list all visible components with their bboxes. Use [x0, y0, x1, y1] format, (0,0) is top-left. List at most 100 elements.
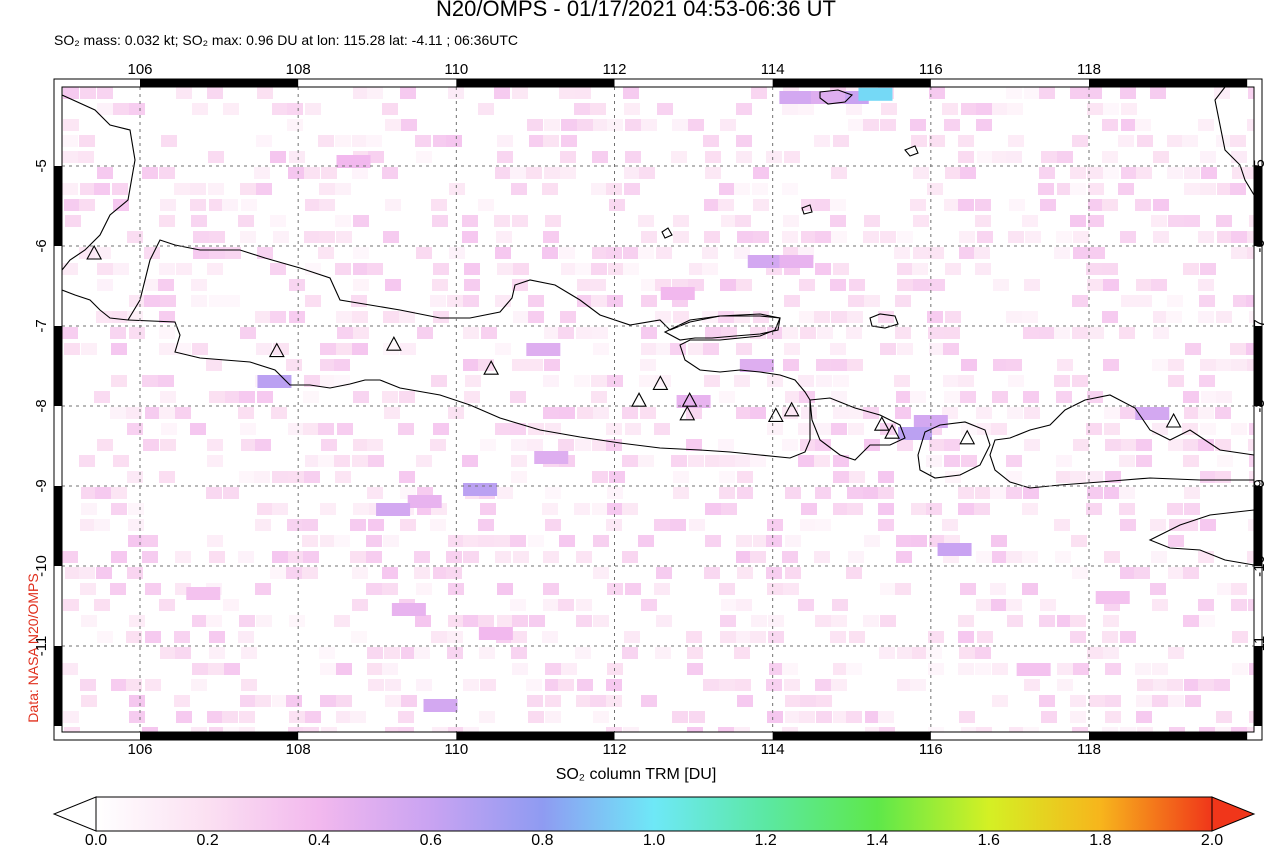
so2-pixel — [1007, 615, 1023, 627]
so2-pixel — [977, 231, 993, 243]
so2-pixel — [127, 471, 143, 483]
so2-pixel — [305, 711, 321, 723]
lon-tick-label-top: 108 — [286, 61, 311, 78]
so2-pixel — [622, 551, 638, 563]
so2-pixel — [95, 487, 111, 499]
so2-pixel — [656, 343, 672, 355]
so2-pixel — [142, 551, 158, 563]
so2-pixel — [512, 359, 528, 371]
so2-pixel — [831, 423, 847, 435]
so2-pixel — [1087, 647, 1103, 659]
so2-pixel — [238, 215, 254, 227]
so2-pixel — [446, 135, 462, 147]
so2-pixel — [1230, 343, 1246, 355]
so2-pixel — [320, 503, 336, 515]
so2-pixel — [257, 247, 273, 259]
so2-pixel — [353, 247, 369, 259]
so2-pixel — [63, 711, 79, 723]
so2-pixel — [288, 727, 304, 732]
so2-pixel — [800, 327, 816, 339]
so2-pixel — [241, 647, 257, 659]
so2-pixel — [1086, 423, 1102, 435]
so2-pixel — [302, 519, 318, 531]
so2-pixel — [64, 199, 80, 211]
lon-tick-label-bottom: 116 — [919, 741, 943, 758]
so2-pixel — [863, 487, 879, 499]
so2-pixel — [462, 215, 478, 227]
so2-pixel — [241, 679, 257, 691]
so2-pixel — [334, 535, 350, 547]
so2-pixel — [496, 231, 512, 243]
so2-pixel — [479, 711, 495, 723]
so2-pixel — [239, 391, 255, 403]
so2-pixel — [1198, 119, 1214, 131]
so2-pixel — [1072, 375, 1088, 387]
so2-pixel — [561, 663, 577, 675]
so2-pixel — [1006, 359, 1022, 371]
so2-pixel — [928, 727, 944, 732]
so2-pixel — [191, 215, 207, 227]
so2-pixel — [1087, 391, 1103, 403]
so2-pixel — [798, 375, 814, 387]
so2-pixel — [1009, 727, 1025, 732]
so2-pixel — [1102, 311, 1118, 323]
so2-pixel — [878, 519, 894, 531]
so2-pixel — [833, 663, 849, 675]
so2-pixel — [1168, 215, 1184, 227]
so2-pixel — [623, 263, 639, 275]
so2-pixel — [1070, 695, 1086, 707]
so2-pixel — [577, 407, 593, 419]
so2-pixel — [190, 183, 206, 195]
so2-pixel — [1119, 487, 1135, 499]
so2-pixel — [831, 311, 847, 323]
so2-pixel — [448, 407, 464, 419]
so2-pixel — [80, 183, 96, 195]
so2-pixel — [736, 343, 752, 355]
so2-pixel — [736, 551, 752, 563]
so2-pixel — [718, 727, 734, 732]
so2-pixel — [944, 199, 960, 211]
so2-pixel — [160, 647, 176, 659]
so2-pixel — [367, 263, 383, 275]
so2-pixel — [799, 391, 815, 403]
colorbar-tick-label: 0.2 — [196, 832, 219, 849]
so2-pixel — [814, 135, 830, 147]
so2-pixel — [558, 327, 574, 339]
so2-pixel — [785, 535, 801, 547]
so2-pixel — [1006, 87, 1022, 99]
so2-pixel — [1072, 567, 1088, 579]
so2-pixel — [529, 135, 545, 147]
so2-pixel — [64, 727, 80, 732]
so2-pixel — [1121, 103, 1137, 115]
so2-pixel — [158, 279, 174, 291]
so2-pixel — [574, 503, 590, 515]
so2-pixel — [479, 647, 495, 659]
colorbar-tick-label: 0.8 — [531, 832, 554, 849]
so2-pixel — [1024, 407, 1040, 419]
so2-pixel — [558, 439, 574, 451]
so2-pixel — [913, 247, 929, 259]
so2-pixel — [880, 615, 896, 627]
so2-pixel — [705, 151, 721, 163]
so2-pixel — [1120, 87, 1136, 99]
so2-pixel — [945, 471, 961, 483]
so2-pixel — [577, 279, 593, 291]
so2-cell — [858, 87, 893, 101]
so2-pixel — [288, 423, 304, 435]
so2-pixel — [367, 87, 383, 99]
so2-pixel — [719, 183, 735, 195]
coastline-sumatra-south — [62, 289, 129, 321]
so2-pixel — [897, 679, 913, 691]
so2-pixel — [97, 87, 113, 99]
so2-pixel — [815, 487, 831, 499]
so2-pixel — [65, 215, 81, 227]
so2-pixel — [192, 343, 208, 355]
so2-pixel — [816, 359, 832, 371]
so2-pixel — [977, 151, 993, 163]
so2-pixel — [191, 295, 207, 307]
lat-tick-label-right: -7 — [1251, 319, 1268, 332]
so2-pixel — [175, 551, 191, 563]
so2-pixel — [1070, 215, 1086, 227]
so2-pixel — [303, 551, 319, 563]
so2-pixel — [752, 183, 768, 195]
